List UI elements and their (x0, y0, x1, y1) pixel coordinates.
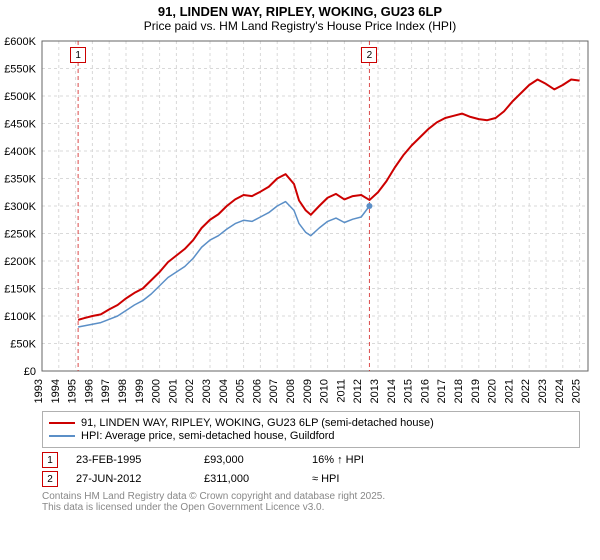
svg-text:1996: 1996 (83, 379, 95, 403)
svg-text:£400K: £400K (4, 146, 36, 158)
chart-area: £0£50K£100K£150K£200K£250K£300K£350K£400… (42, 35, 588, 405)
event-note: 16% ↑ HPI (312, 454, 364, 466)
svg-text:1998: 1998 (117, 379, 129, 403)
svg-text:2013: 2013 (369, 379, 381, 403)
svg-text:£300K: £300K (4, 201, 36, 213)
svg-text:2024: 2024 (554, 379, 566, 403)
svg-text:2010: 2010 (319, 379, 331, 403)
event-note: ≈ HPI (312, 473, 339, 485)
svg-text:2016: 2016 (419, 379, 431, 403)
event-badge: 1 (42, 452, 58, 468)
svg-text:2021: 2021 (503, 379, 515, 403)
event-date: 23-FEB-1995 (76, 454, 186, 466)
svg-text:2015: 2015 (403, 379, 415, 403)
svg-text:£250K: £250K (4, 229, 36, 241)
legend: 91, LINDEN WAY, RIPLEY, WOKING, GU23 6LP… (42, 411, 580, 448)
footer-line1: Contains HM Land Registry data © Crown c… (42, 491, 580, 502)
svg-text:£50K: £50K (10, 339, 36, 351)
chart-title-line1: 91, LINDEN WAY, RIPLEY, WOKING, GU23 6LP (0, 4, 600, 19)
svg-text:£550K: £550K (4, 64, 36, 76)
event-price: £311,000 (204, 473, 294, 485)
svg-text:1993: 1993 (33, 379, 45, 403)
svg-text:2008: 2008 (285, 379, 297, 403)
legend-item: 91, LINDEN WAY, RIPLEY, WOKING, GU23 6LP… (49, 417, 573, 429)
legend-swatch (49, 435, 75, 437)
chart-title-line2: Price paid vs. HM Land Registry's House … (0, 19, 600, 33)
svg-text:2019: 2019 (470, 379, 482, 403)
svg-text:£350K: £350K (4, 174, 36, 186)
svg-text:£150K: £150K (4, 284, 36, 296)
chart-title-block: 91, LINDEN WAY, RIPLEY, WOKING, GU23 6LP… (0, 0, 600, 35)
legend-label: HPI: Average price, semi-detached house,… (81, 430, 335, 442)
svg-text:£600K: £600K (4, 36, 36, 48)
events-table: 1 23-FEB-1995 £93,000 16% ↑ HPI 2 27-JUN-2012… (42, 452, 580, 487)
footer-attribution: Contains HM Land Registry data © Crown c… (42, 491, 580, 513)
event-marker-badge: 2 (361, 47, 377, 63)
svg-text:2022: 2022 (520, 379, 532, 403)
svg-text:£100K: £100K (4, 311, 36, 323)
svg-text:£0: £0 (24, 366, 36, 378)
svg-text:2001: 2001 (167, 379, 179, 403)
svg-text:£500K: £500K (4, 91, 36, 103)
event-row: 2 27-JUN-2012 £311,000 ≈ HPI (42, 471, 580, 487)
svg-text:2006: 2006 (251, 379, 263, 403)
svg-text:1995: 1995 (67, 379, 79, 403)
event-price: £93,000 (204, 454, 294, 466)
svg-text:2009: 2009 (302, 379, 314, 403)
legend-swatch (49, 422, 75, 424)
svg-text:2002: 2002 (184, 379, 196, 403)
svg-text:2004: 2004 (218, 379, 230, 403)
footer-line2: This data is licensed under the Open Gov… (42, 502, 580, 513)
svg-text:1997: 1997 (100, 379, 112, 403)
event-row: 1 23-FEB-1995 £93,000 16% ↑ HPI (42, 452, 580, 468)
svg-text:2023: 2023 (537, 379, 549, 403)
svg-text:2020: 2020 (487, 379, 499, 403)
line-chart: £0£50K£100K£150K£200K£250K£300K£350K£400… (42, 35, 588, 405)
svg-text:1994: 1994 (50, 379, 62, 403)
event-marker-badge: 1 (70, 47, 86, 63)
svg-text:2011: 2011 (335, 379, 347, 403)
svg-text:£200K: £200K (4, 256, 36, 268)
legend-label: 91, LINDEN WAY, RIPLEY, WOKING, GU23 6LP… (81, 417, 434, 429)
svg-text:2018: 2018 (453, 379, 465, 403)
svg-text:2014: 2014 (386, 379, 398, 403)
svg-text:1999: 1999 (134, 379, 146, 403)
svg-text:2025: 2025 (571, 379, 583, 403)
event-date: 27-JUN-2012 (76, 473, 186, 485)
svg-text:2000: 2000 (151, 379, 163, 403)
svg-text:2012: 2012 (352, 379, 364, 403)
svg-text:2017: 2017 (436, 379, 448, 403)
svg-text:£450K: £450K (4, 119, 36, 131)
legend-item: HPI: Average price, semi-detached house,… (49, 430, 573, 442)
svg-text:2005: 2005 (235, 379, 247, 403)
svg-text:2007: 2007 (268, 379, 280, 403)
svg-text:2003: 2003 (201, 379, 213, 403)
event-badge: 2 (42, 471, 58, 487)
